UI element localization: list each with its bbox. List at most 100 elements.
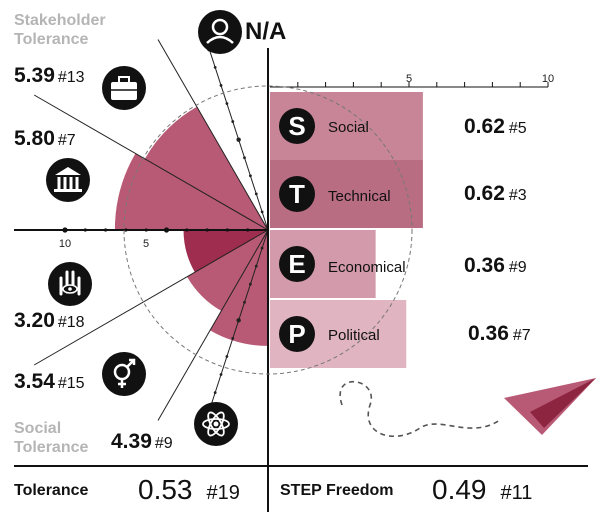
na-label: N/A <box>245 18 287 45</box>
stakeholder-tolerance-title: Stakeholder Tolerance <box>14 11 106 49</box>
atom-icon <box>194 402 238 446</box>
radial-h-tick <box>144 228 148 232</box>
paper-plane-fold <box>530 378 596 428</box>
bar-score-social-rank: #5 <box>508 120 527 137</box>
spoke-tick <box>213 391 217 395</box>
spoke-3 <box>157 229 269 421</box>
hand-eye-icon <box>48 262 92 306</box>
bar-score-technical: 0.62 #3 <box>464 182 527 206</box>
base <box>54 189 82 192</box>
bar-label-technical: Technical <box>328 188 391 205</box>
metric-activism-value: 3.20 <box>14 309 55 332</box>
bar-letter: T <box>289 179 305 209</box>
spoke-tick <box>248 282 252 286</box>
metric-gender: 3.54 #15 <box>14 370 85 394</box>
metric-government-value: 5.80 <box>14 127 55 150</box>
bar-score-economical-rank: #9 <box>508 259 527 276</box>
spoke-tick <box>260 246 264 250</box>
stakeholder-title-line1: Stakeholder <box>14 12 106 29</box>
government-building-icon <box>46 158 90 202</box>
icon-bg <box>46 158 90 202</box>
column <box>69 177 73 189</box>
bar-score-social: 0.62 #5 <box>464 115 527 139</box>
spoke-tick <box>231 337 235 340</box>
radial-h-tick <box>163 227 170 233</box>
wedge-science <box>210 230 268 346</box>
bar-score-economical-value: 0.36 <box>464 254 505 277</box>
metric-activism-rank: #18 <box>57 314 85 331</box>
axes: 10 5 5 10 <box>14 39 588 512</box>
radial-h-tick <box>124 228 128 232</box>
metric-government-rank: #7 <box>57 132 76 149</box>
metric-business: 5.39 #13 <box>14 64 85 88</box>
bar-score-political-value: 0.36 <box>468 322 509 345</box>
step-bars: S T E P <box>270 92 423 368</box>
gender-icon <box>102 352 146 396</box>
case <box>111 82 137 100</box>
flight-trail <box>339 380 501 437</box>
spoke-tick <box>243 300 246 304</box>
spoke-tick <box>260 210 264 214</box>
radial-h-tick <box>62 227 68 233</box>
spoke-tick <box>236 318 241 323</box>
stakeholder-title-line2: Tolerance <box>14 31 89 48</box>
spoke-tick <box>254 192 258 196</box>
ticked-spoke-1 <box>207 229 269 416</box>
spoke-tick <box>213 65 217 69</box>
decorations <box>46 10 596 446</box>
spoke-0 <box>157 39 269 231</box>
metric-science-rank: #9 <box>154 435 173 452</box>
step-freedom-label: STEP Freedom <box>280 482 394 499</box>
spoke-1 <box>33 94 269 231</box>
radial-tick-label: 5 <box>143 238 149 250</box>
bar-label-economical: Economical <box>328 259 406 276</box>
icon-bg <box>198 10 242 54</box>
orbit <box>202 418 230 430</box>
roof <box>55 167 81 175</box>
spoke-tick <box>243 156 246 160</box>
spoke-tick <box>236 137 241 142</box>
bar-letter-badge <box>279 176 315 212</box>
metric-government: 5.80 #7 <box>14 127 76 151</box>
spoke-tick <box>231 120 235 123</box>
bar-score-social-value: 0.62 <box>464 115 505 138</box>
social-title-line1: Social <box>14 420 62 437</box>
bar-score-political: 0.36 #7 <box>468 322 531 346</box>
bar-letter-badge <box>279 246 315 282</box>
icon-bg <box>48 262 92 306</box>
spoke-tick <box>254 264 258 268</box>
tolerance-value: 0.53 <box>138 474 193 505</box>
metric-activism: 3.20 #18 <box>14 309 85 333</box>
bar-label-political: Political <box>328 327 380 344</box>
people-group-icon <box>198 10 242 54</box>
briefcase-icon <box>102 66 146 110</box>
step-freedom-value: 0.49 <box>432 474 487 505</box>
step-freedom-summary: 0.49 #11 <box>432 474 532 506</box>
metric-business-rank: #13 <box>57 69 85 86</box>
column <box>63 177 67 189</box>
social-tolerance-title: Social Tolerance <box>14 419 88 457</box>
icon-bg <box>102 352 146 396</box>
head <box>211 18 229 36</box>
bar-letter: P <box>288 319 305 349</box>
spoke-tick <box>225 102 229 105</box>
wedge-activism <box>183 230 268 273</box>
radial-h-tick <box>185 228 189 232</box>
bar-score-economical: 0.36 #9 <box>464 254 527 278</box>
bar-letter-badge <box>279 108 315 144</box>
guide-circle <box>123 85 413 375</box>
spoke-2 <box>33 229 269 366</box>
bar-letter: S <box>288 111 305 141</box>
bar-label-social: Social <box>328 119 369 136</box>
spoke-tick <box>219 373 223 376</box>
bar-letter-badge <box>279 316 315 352</box>
spoke-tick <box>248 174 252 178</box>
radial-h-tick <box>246 228 250 232</box>
metric-science-value: 4.39 <box>111 430 152 453</box>
metric-gender-rank: #15 <box>57 375 85 392</box>
bar-score-technical-value: 0.62 <box>464 182 505 205</box>
fingers <box>59 270 81 296</box>
pupil <box>68 287 72 291</box>
metric-science: 4.39 #9 <box>111 430 173 454</box>
